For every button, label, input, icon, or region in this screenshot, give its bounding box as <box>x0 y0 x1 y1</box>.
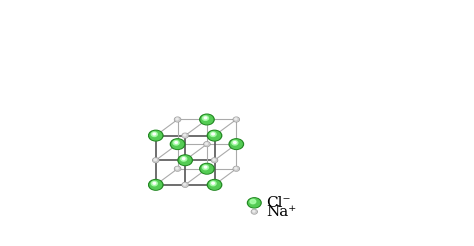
Ellipse shape <box>204 166 207 168</box>
Ellipse shape <box>204 117 207 119</box>
Ellipse shape <box>148 130 163 141</box>
Ellipse shape <box>205 142 210 146</box>
Ellipse shape <box>183 183 188 187</box>
Ellipse shape <box>178 155 192 166</box>
Ellipse shape <box>170 139 185 149</box>
Ellipse shape <box>175 118 180 121</box>
Ellipse shape <box>202 165 209 170</box>
Ellipse shape <box>233 167 239 171</box>
Ellipse shape <box>200 114 214 125</box>
Ellipse shape <box>234 167 239 170</box>
Text: Na⁺: Na⁺ <box>266 205 296 219</box>
Ellipse shape <box>182 183 188 187</box>
Ellipse shape <box>172 140 183 149</box>
Ellipse shape <box>247 198 261 208</box>
Ellipse shape <box>250 200 256 204</box>
Ellipse shape <box>235 168 237 169</box>
Ellipse shape <box>175 142 177 143</box>
Ellipse shape <box>252 210 256 214</box>
Ellipse shape <box>153 182 155 184</box>
Ellipse shape <box>150 181 162 189</box>
Ellipse shape <box>234 118 239 121</box>
Ellipse shape <box>212 158 217 162</box>
Ellipse shape <box>182 133 188 138</box>
Ellipse shape <box>173 140 179 145</box>
Ellipse shape <box>183 184 186 185</box>
Ellipse shape <box>200 163 214 174</box>
Ellipse shape <box>253 211 255 212</box>
Ellipse shape <box>153 158 159 163</box>
Ellipse shape <box>201 115 213 124</box>
Ellipse shape <box>174 117 181 122</box>
Ellipse shape <box>251 210 257 214</box>
Ellipse shape <box>211 158 218 163</box>
Ellipse shape <box>232 140 238 145</box>
Ellipse shape <box>229 139 244 149</box>
Ellipse shape <box>233 117 239 122</box>
Ellipse shape <box>205 143 208 144</box>
Ellipse shape <box>201 164 213 173</box>
Ellipse shape <box>154 159 156 161</box>
Ellipse shape <box>153 133 155 135</box>
Ellipse shape <box>207 180 222 190</box>
Ellipse shape <box>151 132 157 137</box>
Ellipse shape <box>175 167 180 170</box>
Ellipse shape <box>209 131 220 140</box>
Ellipse shape <box>183 134 188 137</box>
Ellipse shape <box>179 156 191 165</box>
Ellipse shape <box>181 157 187 161</box>
Ellipse shape <box>249 199 260 207</box>
Ellipse shape <box>174 167 181 171</box>
Ellipse shape <box>148 180 163 190</box>
Ellipse shape <box>230 140 242 149</box>
Ellipse shape <box>207 130 222 141</box>
Ellipse shape <box>202 116 209 120</box>
Ellipse shape <box>176 168 178 169</box>
Ellipse shape <box>212 133 214 135</box>
Ellipse shape <box>151 181 157 186</box>
Ellipse shape <box>183 134 186 136</box>
Ellipse shape <box>176 118 178 120</box>
Ellipse shape <box>204 142 210 146</box>
Ellipse shape <box>210 181 216 186</box>
Ellipse shape <box>234 142 236 143</box>
Ellipse shape <box>150 131 162 140</box>
Ellipse shape <box>213 159 215 161</box>
Text: Cl⁻: Cl⁻ <box>266 196 291 210</box>
Ellipse shape <box>210 132 216 137</box>
Ellipse shape <box>182 158 185 160</box>
Ellipse shape <box>235 118 237 120</box>
Ellipse shape <box>212 182 214 184</box>
Ellipse shape <box>154 158 158 162</box>
Ellipse shape <box>209 181 220 189</box>
